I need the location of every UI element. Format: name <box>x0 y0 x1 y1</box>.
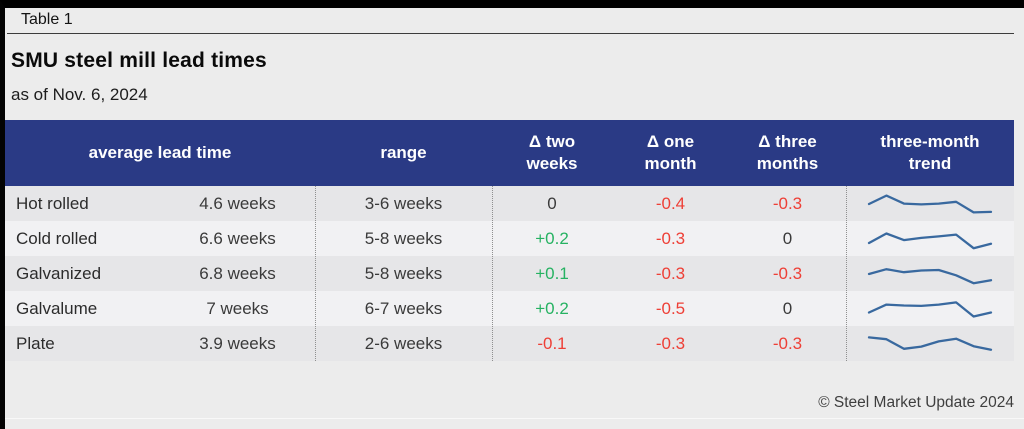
column-separator-range <box>315 186 316 361</box>
header-delta-one-month: Δ one month <box>644 131 697 173</box>
product-name: Galvalume <box>16 298 98 318</box>
trend-cell <box>846 260 1014 288</box>
product-name: Plate <box>16 333 55 353</box>
trend-sparkline <box>867 231 993 249</box>
copyright-notice: © Steel Market Update 2024 <box>818 394 1014 411</box>
header-range: range <box>380 142 427 162</box>
trend-cell <box>846 190 1014 218</box>
delta-one-month: -0.5 <box>655 298 686 318</box>
bottom-divider <box>5 418 1024 419</box>
column-separator-trend <box>846 186 847 361</box>
product-name: Cold rolled <box>16 228 98 248</box>
header-average-lead-time: average lead time <box>88 142 232 162</box>
avg-lead-time: 6.8 weeks <box>199 263 276 283</box>
avg-lead-time: 3.9 weeks <box>199 333 276 353</box>
trend-cell <box>846 295 1014 323</box>
delta-three-months: 0 <box>782 298 793 318</box>
avg-lead-time: 7 weeks <box>206 298 269 318</box>
range-value: 3-6 weeks <box>364 193 443 213</box>
delta-three-months: -0.3 <box>772 193 803 213</box>
table-header-row: average lead time range Δ two weeks Δ on… <box>5 120 1014 186</box>
trend-sparkline <box>867 267 993 284</box>
trend-sparkline <box>867 335 993 351</box>
table-body: Hot rolled 4.6 weeks 3-6 weeks 0 -0.4 -0… <box>5 186 1014 361</box>
range-value: 2-6 weeks <box>364 333 443 353</box>
trend-cell <box>846 225 1014 253</box>
trend-cell <box>846 330 1014 358</box>
range-value: 5-8 weeks <box>364 228 443 248</box>
avg-lead-time: 6.6 weeks <box>199 228 276 248</box>
delta-one-month: -0.3 <box>655 333 686 353</box>
delta-three-months: -0.3 <box>772 333 803 353</box>
range-value: 6-7 weeks <box>364 298 443 318</box>
table-number-label: Table 1 <box>21 11 73 28</box>
table-row-cold-rolled: Cold rolled 6.6 weeks 5-8 weeks +0.2 -0.… <box>5 221 1014 256</box>
trend-sparkline <box>867 193 993 214</box>
avg-lead-time: 4.6 weeks <box>199 193 276 213</box>
lead-times-table: average lead time range Δ two weeks Δ on… <box>5 120 1014 361</box>
delta-two-weeks: +0.2 <box>535 298 569 318</box>
delta-three-months: -0.3 <box>772 263 803 283</box>
delta-one-month: -0.3 <box>655 263 686 283</box>
header-delta-three-months: Δ three months <box>756 131 819 173</box>
delta-two-weeks: -0.1 <box>537 333 567 353</box>
delta-two-weeks: +0.1 <box>535 263 569 283</box>
delta-two-weeks: +0.2 <box>535 228 569 248</box>
range-value: 5-8 weeks <box>364 263 443 283</box>
table-row-galvanized: Galvanized 6.8 weeks 5-8 weeks +0.1 -0.3… <box>5 256 1014 291</box>
table-row-galvalume: Galvalume 7 weeks 6-7 weeks +0.2 -0.5 0 <box>5 291 1014 326</box>
page-title: SMU steel mill lead times <box>11 49 267 72</box>
product-name: Hot rolled <box>16 193 89 213</box>
trend-sparkline <box>867 300 993 318</box>
header-delta-two-weeks: Δ two weeks <box>526 131 578 173</box>
product-name: Galvanized <box>16 263 102 283</box>
top-divider <box>7 33 1014 34</box>
delta-one-month: -0.3 <box>655 228 686 248</box>
table-row-plate: Plate 3.9 weeks 2-6 weeks -0.1 -0.3 -0.3 <box>5 326 1014 361</box>
column-separator-deltas <box>492 186 493 361</box>
delta-three-months: 0 <box>782 228 793 248</box>
delta-two-weeks: 0 <box>547 193 557 213</box>
delta-one-month: -0.4 <box>655 193 686 213</box>
header-three-month-trend: three-month trend <box>880 131 980 173</box>
table-row-hot-rolled: Hot rolled 4.6 weeks 3-6 weeks 0 -0.4 -0… <box>5 186 1014 221</box>
as-of-date: as of Nov. 6, 2024 <box>11 85 148 104</box>
